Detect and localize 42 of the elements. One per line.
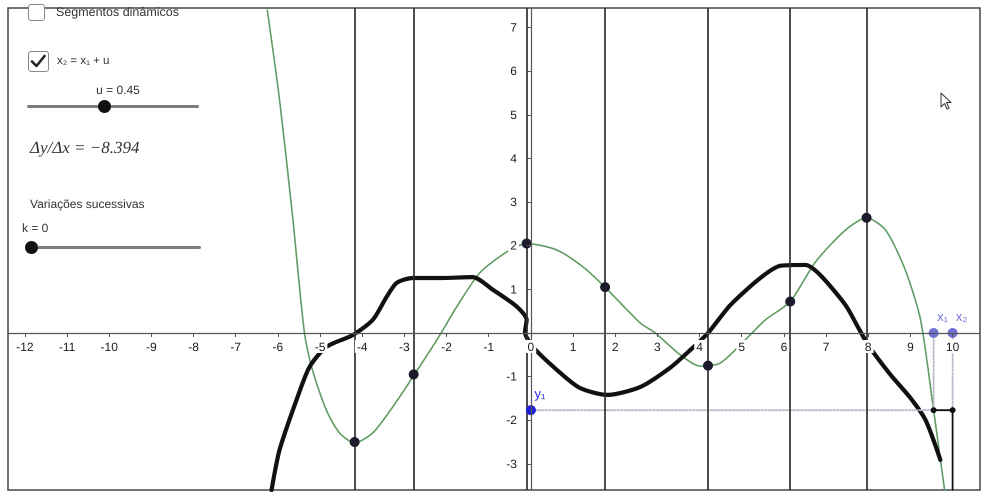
y-tick-label: 7: [510, 20, 518, 35]
x-tick-label: 4: [696, 340, 704, 354]
x-tick-label: 9: [907, 340, 914, 354]
annotation: x₂ = x₁ + u: [57, 55, 110, 67]
x-tick-label: -4: [356, 340, 368, 354]
x-tick-label: 7: [822, 340, 830, 354]
y-tick-label: 3: [510, 195, 518, 210]
annotation: u = 0.45: [96, 83, 140, 97]
y-tick-label: -2: [506, 413, 518, 428]
x-tick-label: -10: [100, 340, 118, 354]
x-tick-label: 3: [654, 340, 662, 354]
annotation: Segmentos dinâmicos: [56, 5, 179, 19]
x-tick-label: 2: [612, 340, 619, 354]
x-tick-label: -6: [272, 340, 284, 354]
y-tick-label: 4: [510, 151, 518, 166]
annotation: Δy/Δx = −8.394: [30, 138, 140, 158]
y-tick-label: 6: [510, 64, 518, 78]
x-tick-label: -1: [483, 340, 494, 354]
y-tick-label: 1: [510, 282, 518, 296]
y-tick-label: 2: [510, 238, 518, 253]
series-label: x₂: [956, 308, 968, 324]
x-tick-label: -8: [188, 340, 200, 354]
x-tick-label: 1: [570, 340, 577, 354]
x-tick-label: -9: [146, 340, 158, 354]
y-tick-label: -3: [506, 456, 518, 471]
x-tick-label: -11: [58, 340, 76, 354]
x-tick-label: -5: [314, 340, 326, 354]
x-tick-label: 5: [738, 340, 746, 354]
annotation: Variações sucessivas: [30, 197, 144, 211]
x-tick-label: 8: [864, 340, 872, 354]
x-tick-label: -2: [441, 340, 452, 354]
y-tick-label: -1: [506, 370, 518, 384]
series-label: y₁: [534, 386, 546, 402]
x-tick-label: -12: [16, 340, 34, 354]
x-tick-label: -3: [399, 340, 410, 354]
annotation: k = 0: [22, 221, 48, 235]
y-tick-label: 5: [510, 108, 518, 122]
x-tick-label: 10: [946, 340, 960, 354]
x-tick-label: -7: [230, 340, 242, 354]
x-tick-label: 6: [780, 340, 788, 354]
series-label: x₁: [937, 308, 949, 324]
x-tick-label: 0: [528, 340, 535, 354]
